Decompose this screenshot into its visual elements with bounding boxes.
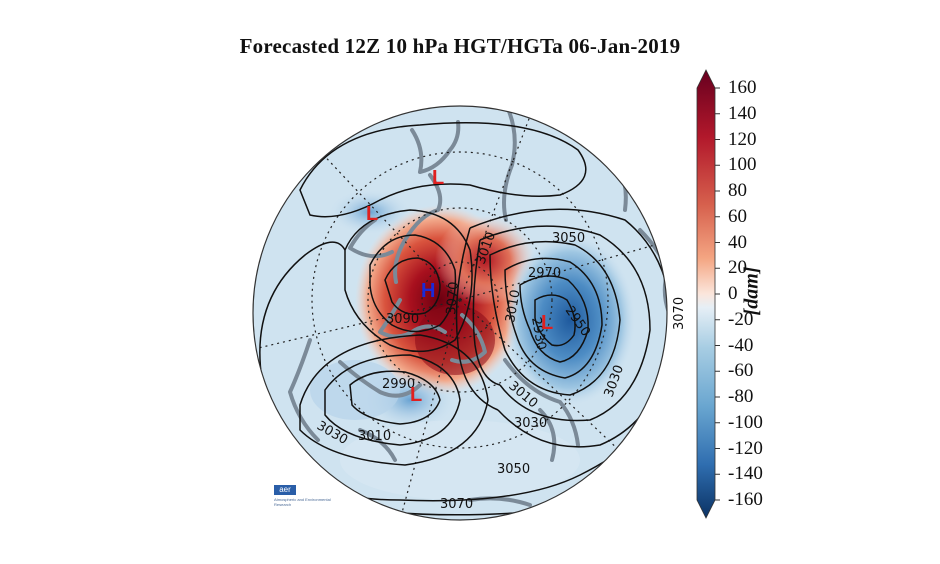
colorbar-tick-label: 40: [728, 231, 747, 253]
contour-label: 3050: [497, 462, 530, 477]
pressure-centers: L L H L L: [366, 167, 553, 406]
colorbar-tick-label: 80: [728, 180, 747, 201]
colorbar-unit: [dam]: [740, 266, 763, 316]
map-title: Forecasted 12Z 10 hPa HGT/HGTa 06-Jan-20…: [239, 34, 681, 58]
low-pressure-marker: L: [432, 167, 444, 189]
high-pressure-marker: H: [421, 280, 435, 302]
low-pressure-marker: L: [366, 203, 378, 225]
aer-logo: aer Atmospheric and Environmental Resear…: [274, 485, 334, 511]
contour-label: 3010: [503, 288, 524, 323]
aer-logo-text: Atmospheric and Environmental Research: [274, 497, 331, 507]
contour-label: 2970: [528, 266, 561, 281]
contour-label: 3070: [672, 297, 687, 330]
contour-label: 3050: [552, 231, 585, 246]
contour-label: 2990: [382, 377, 415, 392]
colorbar-tick-label: 0: [728, 283, 738, 304]
colorbar-tick-label: -120: [728, 437, 763, 459]
colorbar-bar: [696, 69, 716, 519]
colorbar-ticks: [715, 87, 720, 501]
colorbar-tick-label: 20: [728, 257, 747, 279]
cold-anomaly-north: [330, 190, 410, 234]
colorbar-tick-label: -160: [728, 489, 763, 510]
low-pressure-marker: L: [410, 384, 422, 406]
colorbar-tick-label: 140: [728, 102, 757, 124]
colorbar-tick-label: 160: [728, 77, 757, 98]
colorbar-tick-label: -100: [728, 411, 763, 433]
contour-label: 3070: [440, 497, 473, 512]
colorbar-tick-label: 100: [728, 154, 757, 176]
colorbar-tick-label: -140: [728, 463, 763, 485]
graticule: [253, 106, 667, 520]
low-pressure-marker: L: [541, 312, 553, 334]
colorbar-tick-label: -20: [728, 308, 754, 330]
colorbar-tick-label: -60: [728, 360, 754, 382]
cold-anomaly-southwest: [310, 360, 400, 420]
contour-label: 3030: [514, 416, 547, 431]
contour-label: 3090: [386, 312, 419, 327]
colorbar-tick-label: 60: [728, 205, 747, 227]
contour-label: 3070: [444, 281, 462, 315]
colorbar-tick-label: -40: [728, 334, 754, 356]
colorbar: [696, 69, 720, 519]
height-contours: [259, 122, 667, 516]
aer-logo-mark: aer: [274, 485, 296, 495]
contour-label: 2930: [528, 316, 549, 351]
map-border: [252, 105, 668, 521]
colorbar-tick-label: -80: [728, 386, 754, 407]
pale-band: [340, 420, 580, 500]
colorbar-tick-label: 120: [728, 128, 757, 150]
contour-label: 3010: [358, 429, 391, 444]
warm-anomaly-lobe: [435, 215, 535, 305]
